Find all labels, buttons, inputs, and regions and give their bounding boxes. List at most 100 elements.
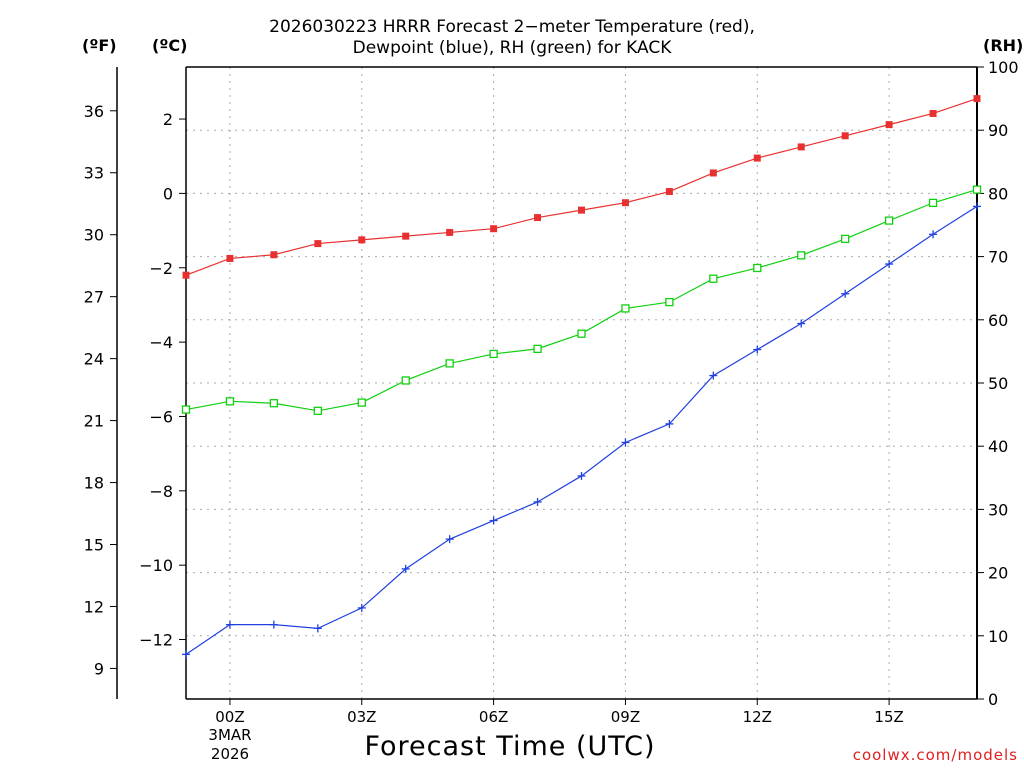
dewpoint-series-line: [185, 205, 978, 655]
rh-point-15: [841, 234, 850, 244]
rh-tick-label-50: 50: [988, 374, 1008, 393]
fahrenheit-unit-label: (ºF): [82, 36, 117, 55]
credit-text: coolwx.com/models: [852, 746, 1018, 764]
temperature-point-11: [665, 188, 673, 196]
series-clip-group: [181, 95, 982, 659]
celsius-tick-label--8: −8: [149, 482, 173, 501]
celsius-tick-label--6: −6: [149, 407, 173, 426]
chart-title-line-2: Dewpoint (blue), RH (green) for KACK: [352, 38, 672, 58]
rh-point-17: [928, 198, 938, 208]
temperature-point-13: [753, 154, 761, 162]
x-tick-label-12Z: 12Z: [743, 708, 772, 726]
temperature-point-3: [314, 240, 322, 248]
rh-unit-label: (RH): [983, 36, 1024, 55]
rh-tick-label-10: 10: [988, 627, 1008, 646]
rh-point-18: [972, 185, 982, 194]
dewpoint-point-14: [797, 319, 806, 328]
axes-layer: −12 −10 −8 −6 −4 −2 0 2 9 12 15 18 21 24 27 30 33 36 0 10 20…: [84, 58, 1019, 726]
grid-layer: [186, 67, 977, 699]
temperature-point-12: [709, 169, 717, 177]
rh-tick-label-70: 70: [988, 248, 1008, 267]
fahrenheit-tick-label-27: 27: [84, 288, 104, 307]
temperature-series-line: [185, 98, 978, 276]
rh-point-9: [577, 329, 586, 338]
dewpoint-point-18: [973, 202, 981, 211]
temperature-point-8: [534, 214, 542, 222]
fahrenheit-tick-label-9: 9: [94, 659, 104, 678]
rh-point-3: [313, 406, 322, 415]
rh-point-5: [401, 376, 410, 385]
x-tick-label-00Z: 00Z: [215, 708, 244, 726]
temperature-point-1: [226, 254, 234, 262]
rh-point-6: [445, 359, 454, 368]
dewpoint-point-6: [445, 535, 454, 544]
celsius-tick-label--10: −10: [139, 556, 173, 575]
temperature-point-0: [182, 271, 190, 279]
temperature-point-14: [797, 143, 805, 151]
rh-series-line: [185, 189, 978, 412]
x-tick-label-15Z: 15Z: [874, 708, 903, 726]
fahrenheit-tick-label-36: 36: [84, 102, 104, 121]
dewpoint-point-15: [841, 289, 850, 298]
x-tick-label-09Z: 09Z: [611, 708, 640, 726]
x-axis-title: Forecast Time (UTC): [364, 731, 656, 762]
x-tick-label-06Z: 06Z: [479, 708, 508, 726]
dewpoint-point-12: [709, 371, 718, 380]
rh-point-16: [884, 216, 894, 225]
rh-point-14: [797, 251, 806, 260]
temperature-point-17: [929, 109, 937, 117]
dewpoint-point-0: [182, 650, 190, 659]
fahrenheit-tick-label-33: 33: [84, 164, 104, 183]
temperature-point-16: [885, 121, 893, 129]
rh-tick-label-90: 90: [988, 121, 1008, 140]
celsius-tick-label--12: −12: [139, 631, 173, 650]
rh-point-7: [489, 349, 498, 359]
rh-tick-label-20: 20: [988, 564, 1008, 583]
celsius-tick-label--2: −2: [149, 259, 173, 278]
temperature-point-6: [446, 228, 454, 236]
dewpoint-point-9: [577, 471, 586, 480]
temperature-point-18: [973, 95, 981, 103]
rh-tick-label-0: 0: [988, 690, 998, 709]
temperature-point-7: [490, 225, 498, 233]
date-label-day-month: 3MAR: [208, 726, 252, 744]
fahrenheit-tick-label-15: 15: [84, 536, 104, 555]
rh-tick-label-100: 100: [988, 58, 1019, 77]
dewpoint-point-17: [929, 230, 938, 239]
temperature-point-4: [358, 236, 366, 244]
fahrenheit-tick-label-24: 24: [84, 350, 104, 369]
rh-point-11: [665, 297, 674, 307]
dewpoint-point-5: [401, 564, 410, 573]
celsius-tick-label-0: 0: [163, 184, 173, 203]
rh-point-10: [621, 304, 630, 313]
dewpoint-point-1: [225, 620, 234, 629]
rh-point-8: [533, 344, 542, 354]
rh-point-1: [225, 397, 235, 406]
rh-tick-label-40: 40: [988, 437, 1008, 456]
rh-point-13: [753, 263, 762, 273]
fahrenheit-tick-label-30: 30: [84, 226, 104, 245]
date-label-year: 2026: [210, 745, 250, 763]
dewpoint-point-7: [489, 516, 498, 525]
temperature-point-10: [621, 199, 629, 207]
rh-point-4: [357, 398, 366, 407]
fahrenheit-tick-label-18: 18: [84, 474, 104, 493]
dewpoint-point-16: [885, 260, 894, 269]
dewpoint-point-13: [753, 345, 762, 354]
temperature-point-2: [270, 251, 278, 259]
fahrenheit-tick-label-12: 12: [84, 597, 104, 616]
dewpoint-point-8: [533, 497, 542, 506]
rh-tick-label-30: 30: [988, 500, 1008, 519]
dewpoint-point-4: [357, 603, 366, 612]
dewpoint-point-11: [665, 419, 674, 428]
celsius-tick-label--4: −4: [149, 333, 173, 352]
dewpoint-point-2: [269, 620, 278, 629]
chart-title-line-1: 2026030223 HRRR Forecast 2−meter Tempera…: [269, 17, 755, 37]
rh-tick-label-80: 80: [988, 184, 1008, 203]
temperature-point-5: [402, 232, 410, 240]
series-layer: [181, 95, 982, 659]
fahrenheit-tick-label-21: 21: [84, 412, 104, 431]
temperature-point-9: [578, 206, 585, 214]
celsius-tick-label-2: 2: [163, 110, 173, 129]
